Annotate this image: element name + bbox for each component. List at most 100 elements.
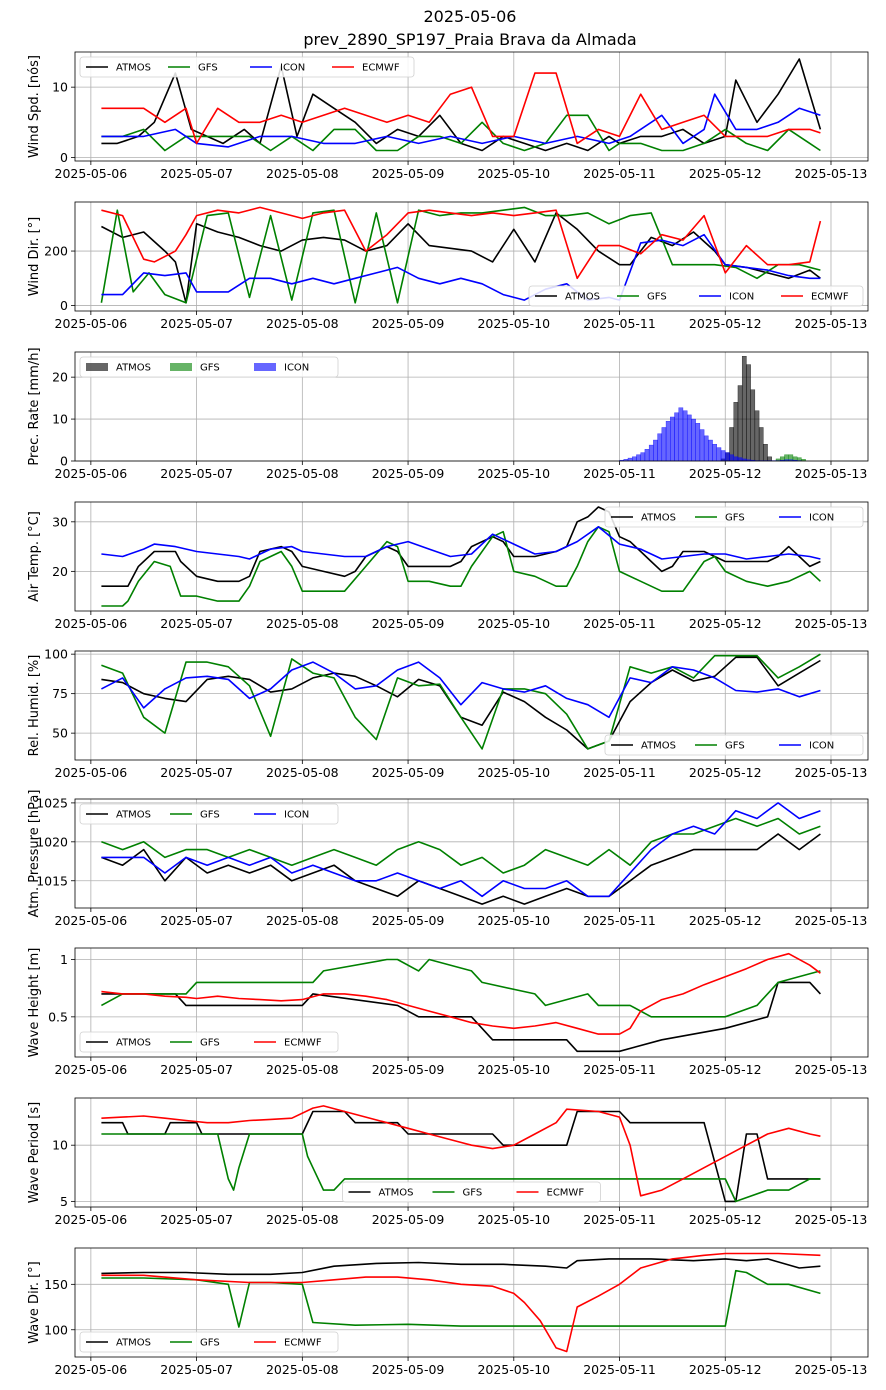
- legend: ATMOS GFS ICON: [604, 506, 864, 528]
- axes-frame: [74, 351, 869, 462]
- x-tick-label: 2025-05-09: [372, 616, 445, 631]
- x-tick-label: 2025-05-06: [55, 616, 128, 631]
- legend-label-gfs: GFS: [725, 741, 745, 752]
- bar-atmos: [750, 389, 756, 461]
- x-tick-label: 2025-05-13: [795, 765, 868, 780]
- legend-label-ecmwf: ECMWF: [547, 1188, 585, 1199]
- axes-frame: [74, 201, 869, 312]
- legend-label-ecmwf: ECMWF: [362, 63, 400, 74]
- legend-label-gfs: GFS: [200, 1038, 220, 1049]
- bar-icon: [725, 452, 730, 461]
- x-tick-label: 2025-05-12: [689, 316, 762, 331]
- bar-atmos: [754, 410, 760, 461]
- plot-area: [101, 506, 821, 607]
- bar-icon: [648, 444, 654, 461]
- panel-relative-humidity: 2025-05-06 2025-05-07 2025-05-08 2025-05-09…: [27, 647, 869, 780]
- bar-icon: [682, 410, 688, 461]
- x-tick-label: 2025-05-07: [160, 1362, 233, 1377]
- series-line-gfs: [101, 525, 821, 607]
- legend-label-atmos: ATMOS: [641, 513, 676, 524]
- series-line-icon: [101, 233, 821, 301]
- legend-label-atmos: ATMOS: [116, 363, 151, 374]
- chart-panels: 2025-05-06 2025-05-07 2025-05-08 2025-05-09…: [27, 51, 869, 1377]
- x-tick-label: 2025-05-08: [266, 1062, 339, 1077]
- y-axis-label: Wave Period [s]: [27, 1102, 42, 1203]
- legend-label-ecmwf: ECMWF: [284, 1038, 322, 1049]
- x-tick-label: 2025-05-11: [583, 765, 656, 780]
- series-line-ecmwf: [101, 72, 821, 145]
- y-tick-label: 30: [52, 514, 68, 529]
- bar-icon: [665, 420, 671, 461]
- panel-wind-direction: 2025-05-06 2025-05-07 2025-05-08 2025-05-09…: [27, 201, 869, 331]
- legend-label-atmos: ATMOS: [116, 1038, 151, 1049]
- y-tick-label: 100: [44, 647, 68, 662]
- legend: ATMOS GFS ECMWF: [342, 1181, 601, 1203]
- plot-area: [101, 802, 821, 905]
- panel-wave-direction: 2025-05-06 2025-05-07 2025-05-08 2025-05-09…: [27, 1247, 869, 1377]
- bar-icon: [703, 435, 709, 461]
- series-line-icon: [101, 802, 821, 898]
- y-tick-label: 20: [52, 564, 68, 579]
- bar-icon: [678, 407, 684, 461]
- y-tick-label: 1020: [36, 834, 68, 849]
- series-line-atmos: [101, 981, 821, 1053]
- legend-box: [604, 506, 864, 528]
- x-tick-label: 2025-05-11: [583, 1212, 656, 1227]
- series-line-gfs: [100, 206, 821, 304]
- x-tick-label: 2025-05-13: [795, 316, 868, 331]
- panel-wind-speed: 2025-05-06 2025-05-07 2025-05-08 2025-05-09…: [27, 51, 869, 181]
- y-tick-label: 10: [52, 412, 68, 427]
- y-axis-label: Wave Dir. [°]: [27, 1261, 42, 1344]
- x-tick-label: 2025-05-06: [55, 1212, 128, 1227]
- x-tick-label: 2025-05-13: [795, 466, 868, 481]
- legend-swatch-gfs: [170, 363, 192, 371]
- x-tick-label: 2025-05-07: [160, 1212, 233, 1227]
- legend-label-atmos: ATMOS: [116, 810, 151, 821]
- y-axis-label: Atm. Pressure [hPa]: [27, 790, 42, 918]
- bar-icon: [708, 439, 713, 461]
- x-tick-label: 2025-05-08: [266, 1362, 339, 1377]
- legend-label-gfs: GFS: [463, 1188, 483, 1199]
- legend-label-icon: ICON: [809, 741, 834, 752]
- x-tick-label: 2025-05-10: [477, 765, 550, 780]
- x-tick-label: 2025-05-10: [477, 466, 550, 481]
- y-tick-label: 100: [44, 1322, 68, 1337]
- x-tick-label: 2025-05-13: [795, 1062, 868, 1077]
- y-tick-label: 0: [60, 298, 68, 313]
- series-line-gfs: [101, 1133, 821, 1203]
- series-line-icon: [101, 661, 821, 719]
- series-line-gfs: [101, 114, 821, 152]
- x-tick-label: 2025-05-11: [583, 166, 656, 181]
- x-tick-label: 2025-05-07: [160, 1062, 233, 1077]
- legend: ATMOS GFS ECMWF: [79, 1331, 339, 1353]
- x-tick-label: 2025-05-10: [477, 1362, 550, 1377]
- series-line-ecmwf: [101, 1252, 821, 1353]
- legend-box: [79, 1331, 339, 1353]
- bar-atmos: [746, 364, 751, 461]
- figure-title-station: prev_2890_SP197_Praia Brava da Almada: [303, 30, 636, 50]
- bar-icon: [712, 444, 718, 461]
- x-tick-label: 2025-05-08: [266, 1212, 339, 1227]
- legend-label-gfs: GFS: [200, 1338, 220, 1349]
- x-tick-label: 2025-05-09: [372, 316, 445, 331]
- bar-icon: [657, 433, 663, 461]
- bar-atmos: [758, 427, 764, 461]
- x-tick-label: 2025-05-09: [372, 1062, 445, 1077]
- bar-icon: [670, 416, 675, 461]
- bar-atmos: [741, 355, 747, 461]
- series-line-ecmwf: [101, 206, 822, 280]
- bar-icon: [737, 457, 743, 461]
- legend-label-gfs: GFS: [200, 810, 220, 821]
- x-tick-label: 2025-05-08: [266, 616, 339, 631]
- x-tick-label: 2025-05-06: [55, 166, 128, 181]
- axes-frame: [74, 947, 869, 1058]
- x-tick-label: 2025-05-07: [160, 765, 233, 780]
- y-tick-label: 0: [60, 150, 68, 165]
- bar-icon: [640, 452, 646, 461]
- x-tick-label: 2025-05-10: [477, 616, 550, 631]
- y-axis-label: Prec. Rate [mm/h]: [27, 347, 42, 465]
- legend-box: [604, 734, 864, 756]
- y-tick-label: 10: [52, 80, 68, 95]
- plot-area: [619, 355, 806, 461]
